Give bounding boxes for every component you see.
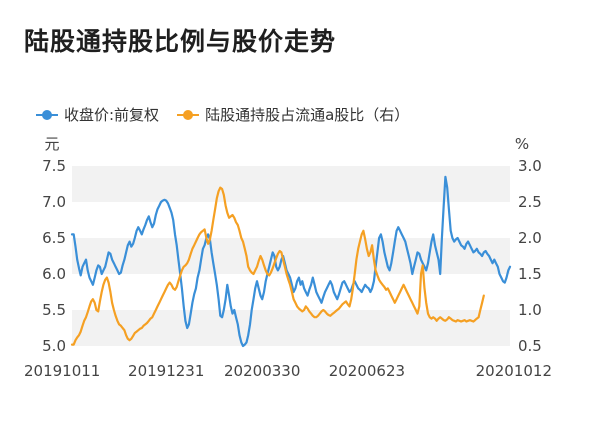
right-tick-label: 2.0 — [518, 229, 542, 247]
chart-title: 陆股通持股比例与股价走势 — [24, 27, 337, 56]
x-tick-label: 20191231 — [128, 362, 204, 380]
chart-legend: 收盘价:前复权 陆股通持股占流通a股比（右） — [36, 104, 427, 125]
grid-band — [72, 238, 510, 274]
right-tick-label: 0.5 — [518, 337, 542, 355]
left-tick-label: 6.0 — [42, 265, 66, 283]
right-axis-unit: % — [515, 135, 529, 153]
x-tick-label: 20200330 — [224, 362, 300, 380]
legend-item-holding: 陆股通持股占流通a股比（右） — [177, 104, 409, 125]
grid-band — [72, 310, 510, 346]
series-lines — [70, 175, 512, 348]
left-tick-label: 5.5 — [42, 301, 66, 319]
left-axis-unit: 元 — [44, 135, 59, 153]
left-tick-label: 7.5 — [42, 157, 66, 175]
legend-item-price: 收盘价:前复权 — [36, 104, 159, 125]
right-tick-label: 3.0 — [518, 157, 542, 175]
x-tick-label: 20201012 — [476, 362, 552, 380]
x-tick-label: 20200623 — [329, 362, 405, 380]
right-tick-label: 1.0 — [518, 301, 542, 319]
left-tick-label: 6.5 — [42, 229, 66, 247]
right-tick-label: 1.5 — [518, 265, 542, 283]
legend-label-holding: 陆股通持股占流通a股比（右） — [205, 106, 410, 124]
right-axis-ticks: 3.0 2.5 2.0 1.5 1.0 0.5 — [518, 157, 542, 355]
series-line-holding — [70, 186, 485, 346]
x-axis-ticks: 20191011 20191231 20200330 20200623 20201012 — [24, 362, 552, 380]
series-line-price — [70, 175, 512, 348]
legend-label-price: 收盘价:前复权 — [64, 106, 160, 124]
left-tick-label: 5.0 — [42, 337, 66, 355]
left-tick-label: 7.0 — [42, 193, 66, 211]
grid-band — [72, 166, 510, 202]
legend-swatch-holding-icon — [177, 109, 200, 121]
x-tick-label: 20191011 — [24, 362, 100, 380]
right-tick-label: 2.5 — [518, 193, 542, 211]
legend-swatch-price-icon — [36, 109, 58, 121]
left-axis-ticks: 7.5 7.0 6.5 6.0 5.5 5.0 — [42, 157, 66, 355]
